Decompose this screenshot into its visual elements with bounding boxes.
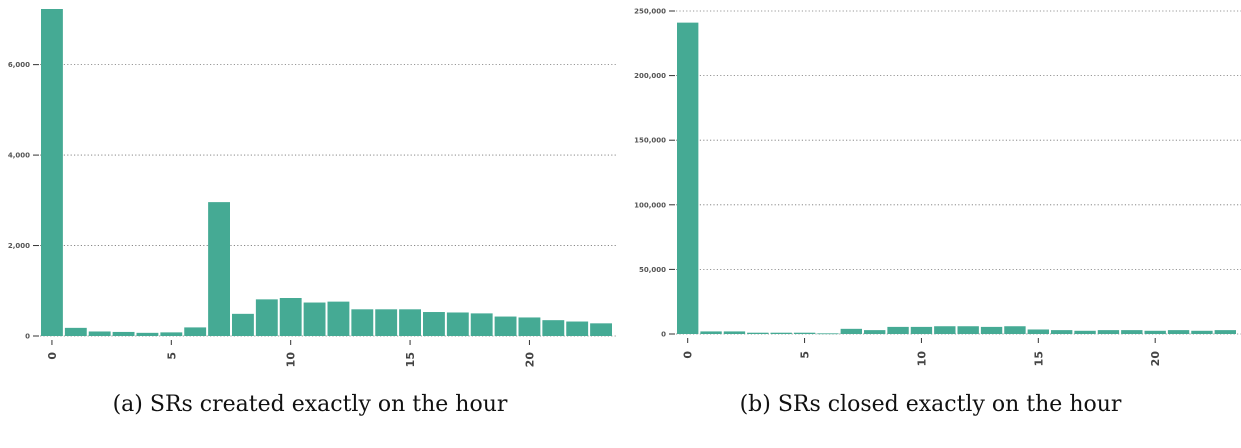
bar-hour-23: [1214, 330, 1236, 334]
x-tick-label: 0: [46, 352, 59, 360]
chart-b: 0 50,000 100,000 150,000 200,000 250,000 0 5 10 1…: [634, 8, 1241, 367]
bar-hour-14: [375, 309, 398, 336]
y-tick-label: 100,000: [634, 201, 666, 209]
chart-a: 0 2,000 4,000 6,000 0 5 10 15 20: [8, 9, 617, 368]
bar-hour-9: [255, 299, 278, 336]
bar-hour-22: [1191, 330, 1213, 334]
bar-hour-9: [887, 326, 909, 334]
bar-hour-1: [700, 331, 722, 334]
x-tick-label: 15: [1032, 351, 1045, 366]
bar-hour-10: [279, 298, 302, 336]
bar-hour-20: [1144, 330, 1166, 334]
y-tick-label: 4,000: [8, 152, 30, 160]
x-tick-label: 20: [1149, 351, 1162, 367]
bar-hour-19: [494, 316, 517, 336]
y-tick-label: 6,000: [8, 61, 30, 69]
bar-hour-8: [232, 313, 254, 336]
bar-hour-21: [542, 320, 565, 336]
bar-hour-3: [747, 332, 769, 334]
y-tick-label: 50,000: [639, 266, 666, 274]
y-tick-label: 2,000: [8, 242, 30, 250]
bar-hour-11: [303, 302, 326, 336]
bar-hour-3: [112, 331, 135, 336]
bar-hour-8: [864, 330, 886, 334]
bar-hour-1: [64, 327, 87, 336]
x-tick-label: 20: [523, 352, 536, 368]
bar-hour-4: [770, 332, 792, 334]
bar-hour-22: [566, 321, 589, 336]
bar-hour-15: [399, 309, 421, 336]
y-tick-label: 150,000: [634, 137, 666, 145]
bar-hour-2: [723, 331, 746, 334]
x-tick-label: 10: [285, 352, 298, 368]
bar-hour-5: [793, 332, 816, 334]
x-tick-label: 5: [165, 352, 178, 360]
bar-hour-20: [518, 317, 541, 336]
bar-hour-14: [1004, 326, 1026, 334]
bar-hour-10: [910, 326, 933, 334]
caption-b: (b) SRs closed exactly on the hour: [739, 392, 1122, 417]
bar-hour-12: [957, 326, 979, 334]
bar-hour-12: [327, 301, 350, 336]
x-tick-label: 0: [682, 351, 695, 359]
bar-hour-6: [184, 327, 207, 336]
bar-hour-16: [423, 312, 445, 336]
bar-hour-13: [351, 309, 374, 336]
chart-panel-b: 0 50,000 100,000 150,000 200,000 250,000 0 5 10 1…: [620, 0, 1241, 448]
bar-hour-5: [160, 332, 183, 336]
bar-hour-23: [590, 323, 612, 336]
bar-hour-16: [1051, 330, 1073, 334]
bar-hour-0: [41, 9, 63, 336]
bar-hour-18: [1097, 330, 1120, 334]
bar-hour-7: [840, 328, 862, 334]
bar-hour-11: [934, 326, 956, 334]
x-tick-label: 5: [799, 351, 812, 359]
y-tick-label: 250,000: [634, 8, 666, 16]
bar-hour-0: [677, 22, 699, 335]
y-tick-label: 200,000: [634, 72, 666, 80]
x-tick-label: 10: [915, 351, 928, 367]
bar-hour-2: [88, 331, 111, 336]
chart-panel-a: 0 2,000 4,000 6,000 0 5 10 15 20 (a) SRs created…: [0, 0, 620, 448]
y-tick-label: 0: [661, 331, 666, 339]
bar-hour-19: [1121, 330, 1143, 334]
bar-hour-4: [136, 332, 159, 336]
bar-hour-6: [817, 333, 839, 335]
bar-hour-7: [208, 202, 230, 336]
bar-hour-17: [446, 312, 469, 336]
caption-a: (a) SRs created exactly on the hour: [112, 392, 508, 417]
bar-hour-15: [1027, 329, 1049, 334]
bar-hour-21: [1167, 330, 1190, 334]
y-tick-label: 0: [25, 333, 30, 341]
bar-hour-13: [980, 326, 1003, 334]
bar-hour-18: [470, 313, 493, 336]
bar-hour-17: [1074, 330, 1096, 334]
x-tick-label: 15: [404, 352, 417, 367]
